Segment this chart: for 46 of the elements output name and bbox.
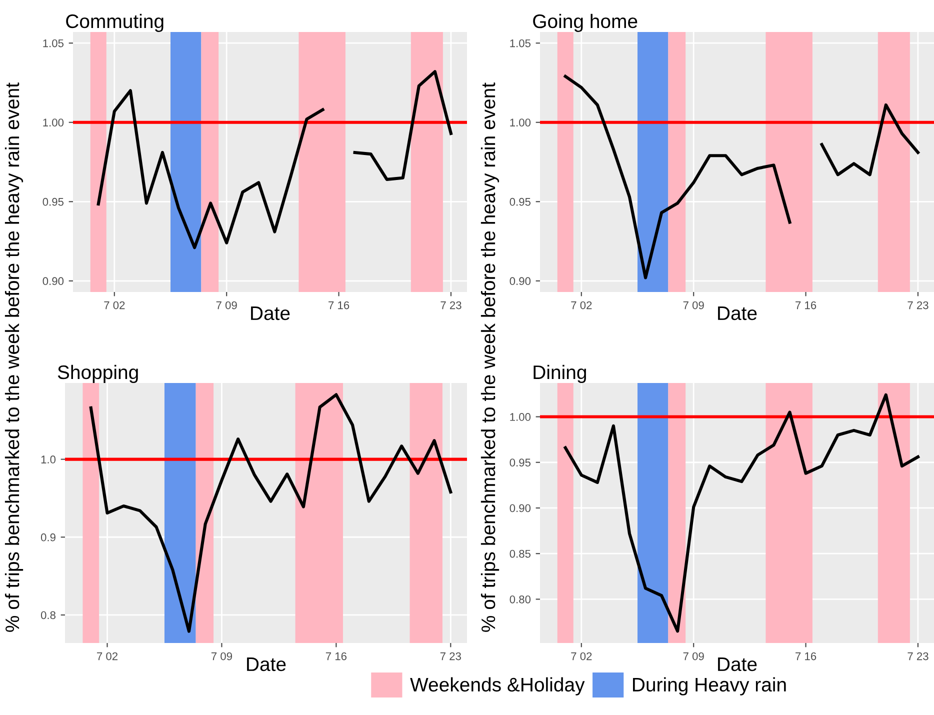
legend-label: Weekends &Holiday xyxy=(410,677,585,696)
y-tick-label: 0.90 xyxy=(510,504,531,512)
legend-label: During Heavy rain xyxy=(633,677,786,696)
y-tick-label: 1.00 xyxy=(510,118,531,126)
x-tick-label: 7 02 xyxy=(571,301,592,310)
y-tick-label: 0.90 xyxy=(42,277,64,286)
x-tick-label: 7 23 xyxy=(908,301,928,310)
x-axis-title: Date xyxy=(718,306,757,320)
y-tick-label: 0.9 xyxy=(40,533,56,542)
x-axis-title: Date xyxy=(251,306,290,320)
x-tick-label: 7 09 xyxy=(211,652,232,660)
line-series xyxy=(89,393,452,633)
chart-title: Commuting xyxy=(66,14,164,32)
x-tick-label: 7 02 xyxy=(97,652,118,660)
y-tick-label: 1.0 xyxy=(41,456,56,464)
y-tick-label: 0.8 xyxy=(40,611,56,620)
x-tick-label: 7 23 xyxy=(440,652,461,660)
chart-title: Dining xyxy=(534,364,586,383)
y-tick-label: 1.00 xyxy=(510,413,531,421)
y-tick-label: 0.95 xyxy=(42,198,64,206)
line-series xyxy=(564,393,920,633)
y-tick-label: 0.95 xyxy=(510,458,531,467)
x-tick-label: 7 23 xyxy=(440,301,462,310)
y-axis-title: % of trips benchmarked to the week before the heavy rain event xyxy=(480,82,500,632)
x-tick-label: 7 09 xyxy=(683,652,704,660)
x-tick-label: 7 16 xyxy=(328,301,350,310)
chart-title: Going home xyxy=(533,14,638,32)
y-tick-label: 0.85 xyxy=(510,550,531,558)
x-axis-title: Date xyxy=(718,658,757,672)
x-tick-label: 7 16 xyxy=(796,652,816,660)
y-tick-label: 0.95 xyxy=(510,198,531,206)
x-tick-label: 7 02 xyxy=(104,301,125,310)
y-tick-label: 1.00 xyxy=(43,118,64,126)
y-tick-label: 0.80 xyxy=(510,595,531,604)
y-tick-label: 1.05 xyxy=(43,39,64,48)
x-tick-label: 7 16 xyxy=(796,301,816,310)
chart-title: Shopping xyxy=(58,364,138,383)
y-axis-title: % of trips benchmarked to the week before the heavy rain event xyxy=(4,82,24,632)
x-tick-label: 7 09 xyxy=(683,301,704,310)
x-tick-label: 7 16 xyxy=(326,652,347,660)
x-tick-label: 7 02 xyxy=(571,652,592,660)
y-tick-label: 1.05 xyxy=(510,39,531,48)
x-axis-title: Date xyxy=(247,658,286,672)
x-tick-label: 7 09 xyxy=(216,301,237,310)
y-tick-label: 0.90 xyxy=(510,277,531,286)
x-tick-label: 7 23 xyxy=(908,652,928,660)
